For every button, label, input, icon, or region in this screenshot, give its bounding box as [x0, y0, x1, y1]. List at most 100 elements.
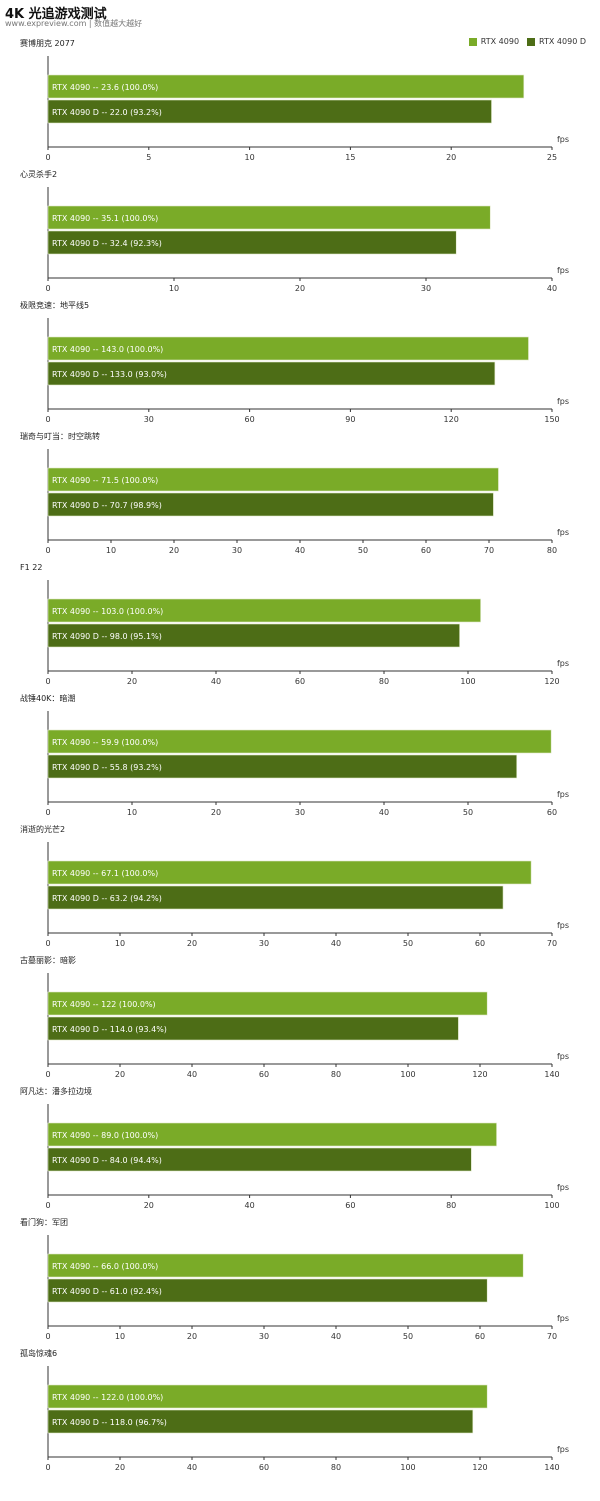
x-tick-label: 60	[475, 939, 485, 948]
x-tick-label: 0	[45, 1463, 50, 1472]
x-tick-label: 140	[544, 1463, 559, 1472]
unit-label: fps	[557, 1183, 569, 1192]
x-tick-label: 80	[379, 677, 389, 686]
bar-label: RTX 4090 D -- 84.0 (94.4%)	[52, 1156, 162, 1165]
bar	[47, 1122, 497, 1147]
bar-label: RTX 4090 -- 122.0 (100.0%)	[52, 1393, 163, 1402]
unit-label: fps	[557, 790, 569, 799]
bar-label: RTX 4090 D -- 118.0 (96.7%)	[52, 1418, 167, 1427]
bar-label: RTX 4090 -- 66.0 (100.0%)	[52, 1262, 158, 1271]
x-tick-label: 40	[379, 808, 389, 817]
bar	[47, 1147, 472, 1172]
bar	[47, 598, 481, 623]
legend-label-rtx4090: RTX 4090	[480, 37, 520, 46]
x-tick-label: 10	[127, 808, 137, 817]
chart-title: 赛博朋克 2077	[20, 38, 75, 48]
bar-label: RTX 4090 D -- 98.0 (95.1%)	[52, 632, 162, 641]
chart-title: 瑞奇与叮当：时空跳转	[20, 431, 100, 441]
bar	[47, 1278, 488, 1303]
x-tick-label: 20	[211, 808, 221, 817]
x-tick-label: 5	[146, 153, 151, 162]
unit-label: fps	[557, 266, 569, 275]
x-tick-label: 50	[403, 1332, 413, 1341]
chart-title: 战锤40K：暗潮	[20, 693, 75, 703]
unit-label: fps	[557, 659, 569, 668]
x-tick-label: 100	[460, 677, 475, 686]
x-tick-label: 40	[187, 1463, 197, 1472]
x-tick-label: 120	[544, 677, 559, 686]
bar	[47, 1409, 474, 1434]
x-tick-label: 20	[187, 1332, 197, 1341]
x-tick-label: 20	[295, 284, 305, 293]
bar	[47, 205, 491, 230]
x-tick-label: 100	[400, 1070, 415, 1079]
x-tick-label: 120	[444, 415, 459, 424]
unit-label: fps	[557, 135, 569, 144]
bar	[47, 623, 460, 648]
chart-title: 阿凡达：潘多拉边境	[20, 1086, 92, 1096]
x-tick-label: 0	[45, 808, 50, 817]
x-tick-label: 50	[463, 808, 473, 817]
x-tick-label: 10	[115, 939, 125, 948]
x-tick-label: 120	[472, 1070, 487, 1079]
bar-label: RTX 4090 -- 103.0 (100.0%)	[52, 607, 163, 616]
bar	[47, 361, 496, 386]
x-tick-label: 20	[169, 546, 179, 555]
x-tick-label: 25	[547, 153, 557, 162]
unit-label: fps	[557, 1052, 569, 1061]
bar	[47, 1016, 459, 1041]
x-tick-label: 0	[45, 1201, 50, 1210]
x-tick-label: 40	[211, 677, 221, 686]
x-tick-label: 60	[547, 808, 557, 817]
legend: RTX 4090 RTX 4090 D	[461, 37, 586, 46]
legend-swatch-rtx4090	[468, 37, 477, 46]
unit-label: fps	[557, 397, 569, 406]
bar-label: RTX 4090 D -- 114.0 (93.4%)	[52, 1025, 167, 1034]
bar-label: RTX 4090 -- 67.1 (100.0%)	[52, 869, 158, 878]
x-tick-label: 20	[127, 677, 137, 686]
x-tick-label: 80	[331, 1070, 341, 1079]
x-tick-label: 100	[544, 1201, 559, 1210]
x-tick-label: 20	[115, 1463, 125, 1472]
x-tick-label: 10	[245, 153, 255, 162]
unit-label: fps	[557, 1314, 569, 1323]
legend-item-rtx4090: RTX 4090	[468, 37, 520, 46]
chart-title: F1 22	[20, 563, 42, 572]
x-tick-label: 60	[345, 1201, 355, 1210]
x-tick-label: 40	[331, 939, 341, 948]
bar	[47, 99, 492, 124]
legend-item-rtx4090d: RTX 4090 D	[527, 37, 586, 46]
unit-label: fps	[557, 1445, 569, 1454]
x-tick-label: 70	[484, 546, 494, 555]
chart-title: 古墓丽影：暗影	[20, 955, 76, 965]
x-tick-label: 40	[547, 284, 557, 293]
legend-label-rtx4090d: RTX 4090 D	[539, 37, 586, 46]
x-tick-label: 0	[45, 939, 50, 948]
x-tick-label: 30	[259, 939, 269, 948]
unit-label: fps	[557, 528, 569, 537]
bar	[47, 1384, 488, 1409]
bar	[47, 885, 504, 910]
x-tick-label: 120	[472, 1463, 487, 1472]
bar-label: RTX 4090 D -- 133.0 (93.0%)	[52, 370, 167, 379]
x-tick-label: 0	[45, 546, 50, 555]
bar	[47, 729, 552, 754]
bar	[47, 991, 488, 1016]
bar	[47, 860, 532, 885]
x-tick-label: 60	[245, 415, 255, 424]
x-tick-label: 40	[245, 1201, 255, 1210]
chart-title: 孤岛惊魂6	[20, 1348, 57, 1358]
chart-title: 看门狗：军团	[20, 1217, 68, 1227]
x-tick-label: 10	[115, 1332, 125, 1341]
bar-label: RTX 4090 -- 122 (100.0%)	[52, 1000, 156, 1009]
page-title: 4K 光追游戏测试	[5, 7, 107, 22]
bar	[47, 230, 457, 255]
bar-label: RTX 4090 D -- 63.2 (94.2%)	[52, 894, 162, 903]
x-tick-label: 100	[400, 1463, 415, 1472]
x-tick-label: 70	[547, 1332, 557, 1341]
bar-label: RTX 4090 D -- 61.0 (92.4%)	[52, 1287, 162, 1296]
x-tick-label: 140	[544, 1070, 559, 1079]
x-tick-label: 60	[295, 677, 305, 686]
x-tick-label: 80	[547, 546, 557, 555]
x-tick-label: 90	[345, 415, 355, 424]
